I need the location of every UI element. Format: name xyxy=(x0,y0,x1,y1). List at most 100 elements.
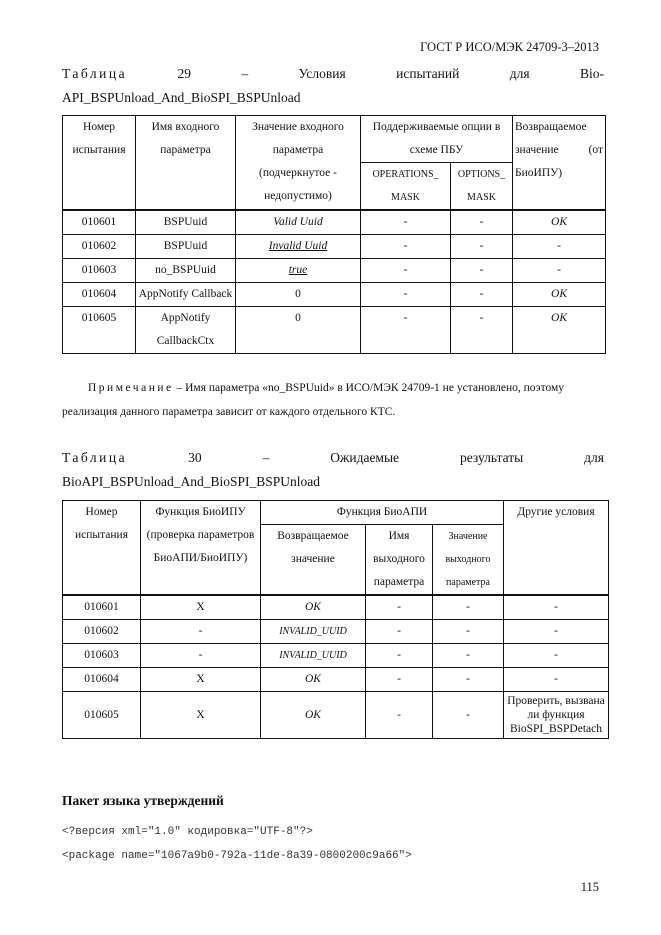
header-api-function: Функция БиоАПИ xyxy=(260,500,504,525)
table-cell: X xyxy=(140,667,261,692)
header-value: Значение входного параметра (подчеркнуто… xyxy=(235,115,361,211)
table-cell: 010604 xyxy=(62,282,136,307)
table-cell: OK xyxy=(512,209,607,235)
table-cell: - xyxy=(449,209,514,235)
table-cell: - xyxy=(512,234,607,259)
header-bsp-function: Функция БиоИПУ (проверка параметров БиоА… xyxy=(140,500,261,596)
table-row: 010604 X OK - - - xyxy=(62,667,609,692)
header-return: Возвращаемое значение xyxy=(260,524,366,596)
header-name: Имя входного параметра xyxy=(135,115,236,211)
table-cell: - xyxy=(503,667,609,692)
table-cell: X xyxy=(140,691,261,739)
code-line: <?версия xml="1.0" кодировка="UTF-8"?> xyxy=(62,826,313,838)
table-cell: - xyxy=(365,594,433,620)
table-cell: BSPUuid xyxy=(135,234,236,259)
table-cell: - xyxy=(360,209,451,235)
table-cell: - xyxy=(449,282,514,307)
table-cell: - xyxy=(360,258,451,283)
table-cell: Valid Uuid xyxy=(235,209,361,235)
table-cell: OK xyxy=(512,282,607,307)
page-number: 115 xyxy=(580,880,599,894)
table-cell: X xyxy=(140,594,261,620)
table-cell: 010603 xyxy=(62,258,136,283)
table-cell: - xyxy=(140,643,261,668)
table-row: 010602- INVALID_UUID - - - xyxy=(62,619,609,644)
caption-word: для xyxy=(584,450,604,465)
table-cell: no_BSPUuid xyxy=(135,258,236,283)
table-cell: - xyxy=(365,619,433,644)
table-cell: - xyxy=(449,306,514,354)
table-cell: - xyxy=(432,619,504,644)
table-cell: 010601 xyxy=(62,594,141,620)
caption-word: – xyxy=(241,66,249,81)
table-row: 010603- INVALID_UUID - - - xyxy=(62,643,609,668)
table-cell: - xyxy=(365,667,433,692)
table-cell: - xyxy=(432,594,504,620)
table-cell: OK xyxy=(260,691,366,739)
table-cell: - xyxy=(365,643,433,668)
table-cell: - xyxy=(360,306,451,354)
table-cell: INVALID_UUID xyxy=(260,643,366,668)
header-ops-mask: OPERATIONS_ MASK xyxy=(360,162,451,211)
header-other: Другие условия xyxy=(503,500,609,596)
table-30: Номер испытания Функция БиоИПУ (проверка… xyxy=(62,500,609,739)
table-cell: - xyxy=(432,691,504,739)
table-cell: - xyxy=(503,643,609,668)
table-row: 010604 AppNotify Callback 0- - OK xyxy=(62,282,607,307)
table-row: 010603 no_BSPUuid true - - - xyxy=(62,258,607,283)
table-cell: OK xyxy=(260,667,366,692)
table-cell: Invalid Uuid xyxy=(235,234,361,259)
table-cell: - xyxy=(360,234,451,259)
table-cell: 010602 xyxy=(62,619,141,644)
header-out-name: Имя выходного параметра xyxy=(365,524,433,596)
running-header: ГОСТ Р ИСО/МЭК 24709-3–2013 xyxy=(420,40,599,54)
caption-word: 30 xyxy=(188,450,202,465)
table-cell: - xyxy=(449,234,514,259)
table-row: 010605 X OK - - Проверить, вызвана ли функция… xyxy=(62,691,609,739)
table-cell: Проверить, вызвана ли функция BioSPI_BSP… xyxy=(503,691,609,739)
caption-word: Bio- xyxy=(579,66,604,81)
table-29-caption: Таблица 29– Условия испытаний для Bio- API_BS… xyxy=(62,62,604,110)
table-cell: - xyxy=(432,643,504,668)
table-cell: 010603 xyxy=(62,643,141,668)
table-cell: - xyxy=(360,282,451,307)
table-cell: BSPUuid xyxy=(135,209,236,235)
table-row: 010601 BSPUuid Valid Uuid - - OK xyxy=(62,209,607,235)
header-num: Номер испытания xyxy=(62,500,141,596)
table-30-caption: Таблица 30– Ожидаемые результаты для BioAPI_… xyxy=(62,446,604,494)
table-cell: 0 xyxy=(235,306,361,354)
table-cell: AppNotify Callback xyxy=(135,282,236,307)
header-return: Возвращаемое значение (от БиоИПУ) xyxy=(512,115,607,211)
table-cell: - xyxy=(503,619,609,644)
caption-word: Ожидаемые xyxy=(330,450,400,465)
table-cell: - xyxy=(365,691,433,739)
table-note: Примечание – Имя параметра «no_BSPUuid» … xyxy=(62,382,565,418)
table-cell: - xyxy=(512,258,607,283)
table-cell: 010601 xyxy=(62,209,136,235)
table-cell: 0 xyxy=(235,282,361,307)
table-cell: AppNotify CallbackCtx xyxy=(135,306,236,354)
caption-word: результаты xyxy=(460,450,524,465)
table-cell: 010604 xyxy=(62,667,141,692)
table-cell: 010602 xyxy=(62,234,136,259)
caption-word: Таблица xyxy=(62,66,128,81)
code-line: <package name="1067a9b0-792a-11de-8a39-0… xyxy=(62,850,412,862)
table-row: 010605 AppNotify CallbackCtx 0- - OK xyxy=(62,306,607,354)
table-row: 010602 BSPUuid Invalid Uuid - - - xyxy=(62,234,607,259)
caption-word: 29 xyxy=(177,66,192,81)
table-cell: - xyxy=(503,594,609,620)
table-cell: true xyxy=(235,258,361,283)
table-cell: INVALID_UUID xyxy=(260,619,366,644)
caption-word: Условия xyxy=(298,66,346,81)
caption-word: Таблица xyxy=(62,450,128,465)
table-cell: 010605 xyxy=(62,306,136,354)
table-cell: OK xyxy=(260,594,366,620)
table-cell: - xyxy=(449,258,514,283)
header-opts-mask: OPTIONS_ MASK xyxy=(449,162,514,211)
caption-word: испытаний xyxy=(396,66,460,81)
table-row: 010601 X OK - - - xyxy=(62,594,609,620)
header-num: Номер испытания xyxy=(62,115,136,211)
table-cell: 010605 xyxy=(62,691,141,739)
section-title: Пакет языка утверждений xyxy=(62,793,224,808)
